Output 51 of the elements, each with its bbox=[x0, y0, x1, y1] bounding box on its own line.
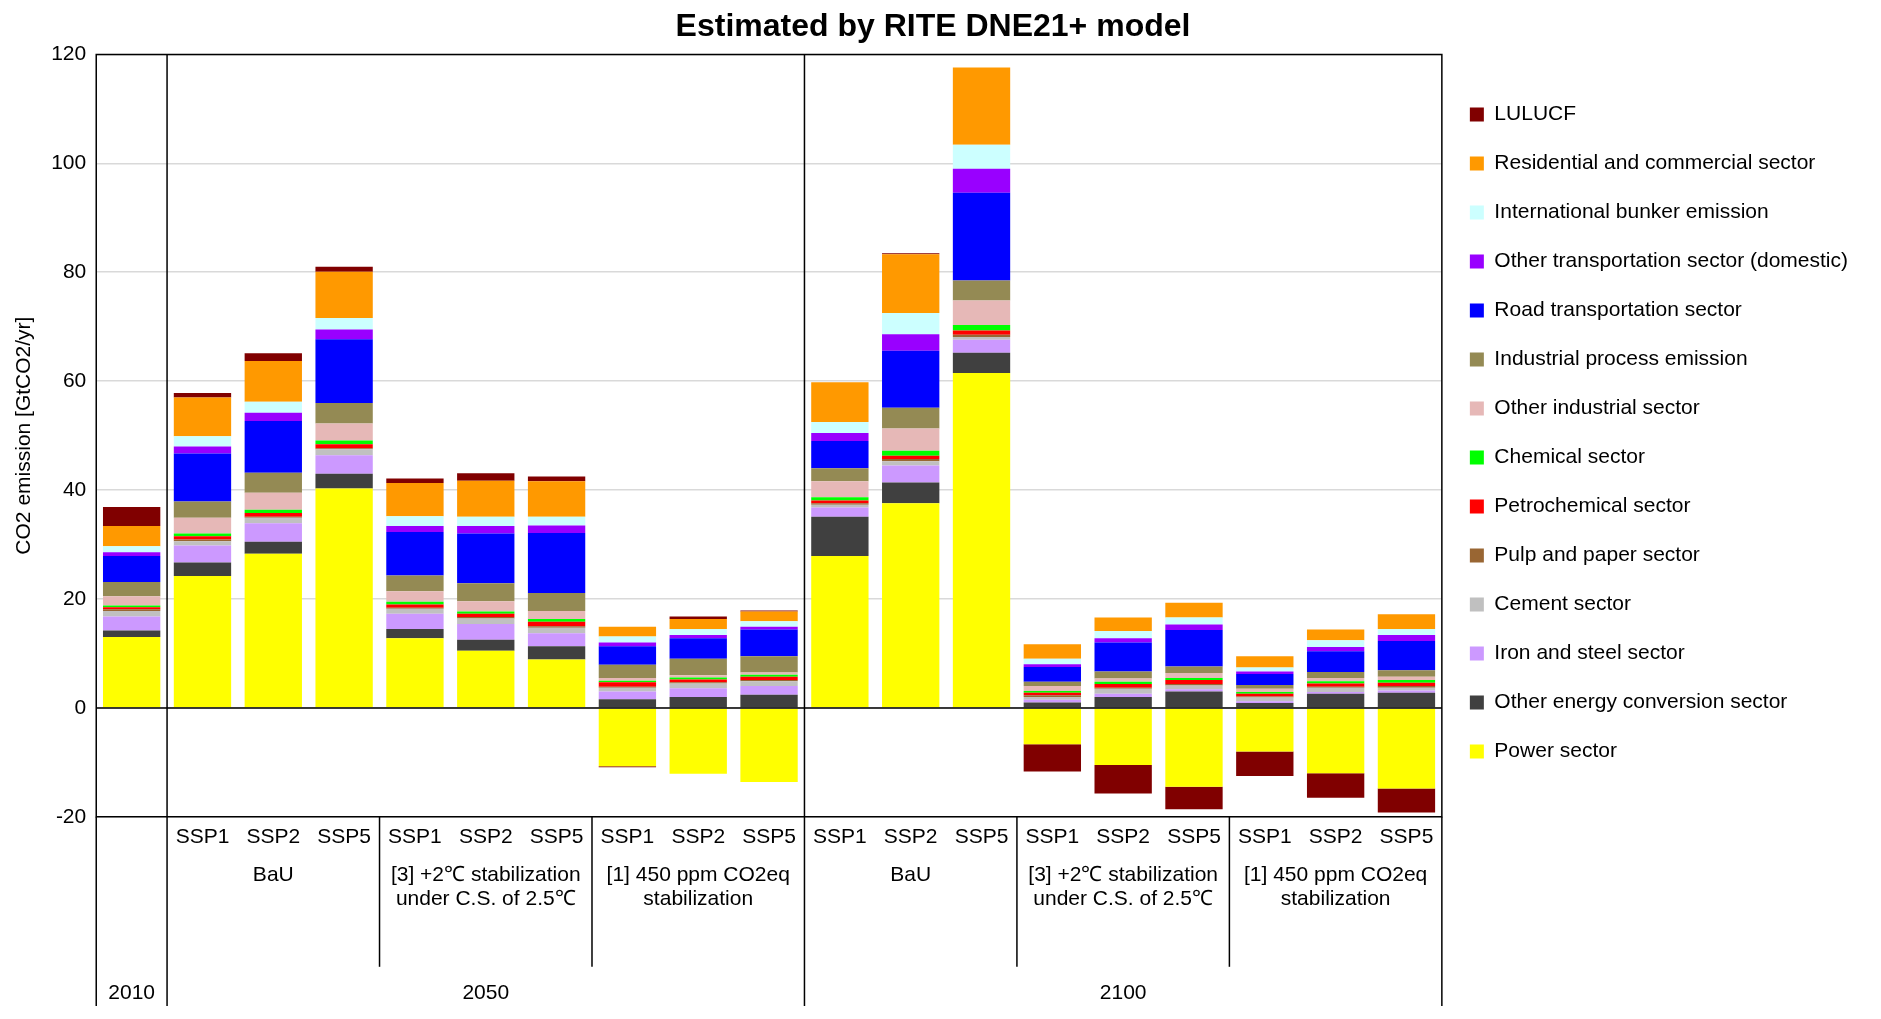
text: [1] 450 ppm CO2eq stabilization bbox=[1243, 862, 1428, 910]
x-tick-label: SSP5 bbox=[954, 824, 1009, 848]
x-tick-label: SSP5 bbox=[1167, 824, 1221, 848]
x-tick-label: SSP1 bbox=[813, 824, 867, 848]
y-tick-label: 20 bbox=[62, 585, 87, 609]
y-tick-label: 80 bbox=[62, 259, 87, 283]
legend-label: Pulp and paper sector bbox=[1494, 542, 1700, 566]
y-tick-label: 40 bbox=[62, 476, 87, 500]
x-tick-label: SSP5 bbox=[317, 824, 371, 848]
text: BaU bbox=[252, 862, 294, 886]
text: 2010 bbox=[108, 980, 156, 1004]
legend-label: Other industrial sector bbox=[1494, 395, 1700, 419]
x-tick-label: SSP5 bbox=[742, 824, 796, 848]
x-tick-label: SSP2 bbox=[1308, 824, 1363, 848]
x-tick-label: SSP2 bbox=[458, 824, 513, 848]
x-tick-label: SSP2 bbox=[883, 824, 938, 848]
text: [1] 450 ppm CO2eq stabilization bbox=[606, 862, 790, 910]
chart-title: Estimated by RITE DNE21+ model bbox=[675, 7, 1191, 44]
legend-label: Residential and commercial sector bbox=[1494, 150, 1816, 174]
y-tick-label: 0 bbox=[74, 694, 87, 718]
text: 2100 bbox=[1099, 980, 1147, 1004]
y-axis-title: CO2 emission [GtCO2/yr] bbox=[11, 316, 35, 555]
text: BaU bbox=[890, 862, 932, 886]
y-tick-label: 120 bbox=[51, 41, 87, 65]
legend-label: Iron and steel sector bbox=[1494, 640, 1685, 664]
x-tick-label: SSP2 bbox=[1096, 824, 1151, 848]
legend-label: Petrochemical sector bbox=[1494, 493, 1691, 517]
x-tick-label: SSP1 bbox=[1025, 824, 1080, 848]
legend-label: Other transportation sector (domestic) bbox=[1494, 248, 1848, 272]
x-tick-label: SSP5 bbox=[1379, 824, 1434, 848]
text: [3] +2℃ stabilization under C.S. of 2.5℃ bbox=[390, 862, 581, 910]
x-tick-label: SSP2 bbox=[246, 824, 301, 848]
x-tick-label: SSP2 bbox=[671, 824, 726, 848]
text: [3] +2℃ stabilization under C.S. of 2.5℃ bbox=[1028, 862, 1219, 910]
legend-label: Power sector bbox=[1494, 738, 1617, 762]
x-tick-label: SSP1 bbox=[1237, 824, 1292, 848]
legend-label: Cement sector bbox=[1494, 591, 1631, 615]
y-tick-label: 100 bbox=[51, 150, 87, 174]
text: 2050 bbox=[462, 980, 510, 1004]
x-tick-label: SSP5 bbox=[529, 824, 584, 848]
legend-label: International bunker emission bbox=[1494, 199, 1769, 223]
legend-label: Road transportation sector bbox=[1494, 297, 1742, 321]
legend-label: LULUCF bbox=[1494, 101, 1577, 125]
y-tick-label: 60 bbox=[62, 367, 87, 391]
legend-label: Other energy conversion sector bbox=[1494, 689, 1788, 713]
legend-label: Chemical sector bbox=[1494, 444, 1645, 468]
y-tick-label: -20 bbox=[55, 803, 87, 827]
x-tick-label: SSP1 bbox=[600, 824, 655, 848]
x-tick-label: SSP1 bbox=[388, 824, 442, 848]
legend-label: Industrial process emission bbox=[1494, 346, 1748, 370]
x-tick-label: SSP1 bbox=[175, 824, 230, 848]
